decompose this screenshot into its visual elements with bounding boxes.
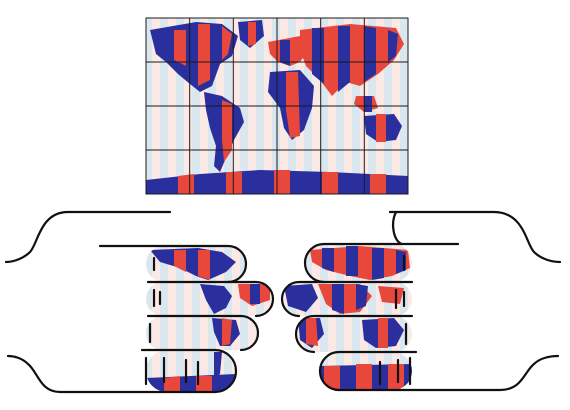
world-map-top (145, 17, 409, 195)
left-finger-2-map (146, 282, 274, 316)
left-hand-outline (4, 210, 275, 394)
right-finger-4-map (320, 352, 412, 390)
map-grid (145, 17, 409, 195)
right-hand-outline (280, 210, 562, 392)
right-finger-1-map (306, 244, 412, 282)
continents (146, 20, 408, 194)
right-hand (280, 210, 562, 392)
right-finger-3-map (296, 316, 412, 352)
left-finger-1-map (146, 246, 246, 282)
right-finger-2-map (282, 282, 412, 316)
left-finger-3-map (146, 316, 258, 350)
left-hand (4, 210, 275, 394)
left-finger-4-map (146, 350, 236, 392)
